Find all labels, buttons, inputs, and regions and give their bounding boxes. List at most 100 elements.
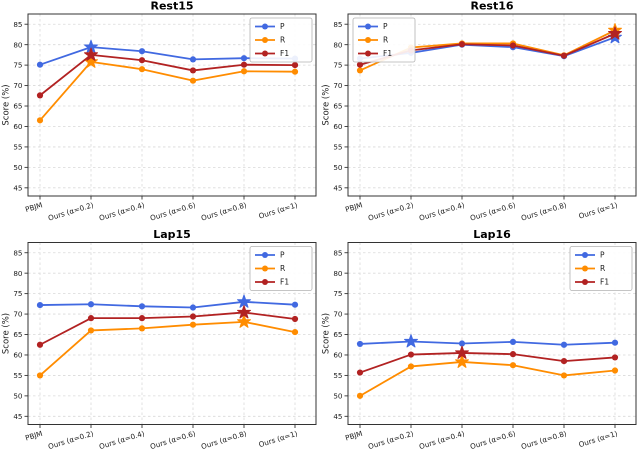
data-point-r xyxy=(356,392,364,399)
series-line-r xyxy=(359,361,616,397)
y-tick-label: 85 xyxy=(333,248,342,257)
chart-title: Rest15 xyxy=(150,0,193,13)
data-point-r xyxy=(240,68,248,75)
data-point-p xyxy=(189,56,197,63)
x-tick-label: Ours (α=0.2) xyxy=(47,200,95,222)
legend-sample-marker-r xyxy=(262,37,268,43)
data-point-r xyxy=(138,325,146,332)
data-point-f1 xyxy=(509,42,517,49)
y-tick-label: 55 xyxy=(333,143,342,152)
series-line-r xyxy=(39,60,296,122)
y-axis-label: Score (%) xyxy=(2,84,12,125)
data-point-p xyxy=(560,341,568,348)
x-tick-label: Ours (α=0.2) xyxy=(367,200,415,222)
data-point-r xyxy=(560,372,568,379)
y-tick-label: 45 xyxy=(13,412,22,421)
data-point-f1 xyxy=(458,41,466,48)
series-line-r xyxy=(39,320,296,377)
legend-sample-marker-p xyxy=(262,252,268,258)
y-tick-label: 80 xyxy=(13,40,23,49)
data-point-f1 xyxy=(356,369,364,376)
best-star-marker-r xyxy=(237,314,251,328)
y-tick-label: 80 xyxy=(13,269,23,278)
legend-label-r: R xyxy=(383,36,388,45)
legend-label-f1: F1 xyxy=(280,49,289,58)
data-point-p xyxy=(189,304,197,311)
y-tick-label: 60 xyxy=(333,351,343,360)
y-tick-label: 85 xyxy=(13,20,22,29)
legend-label-f1: F1 xyxy=(383,49,392,58)
y-tick-label: 55 xyxy=(13,371,22,380)
data-point-f1 xyxy=(189,67,197,74)
legend-label-p: P xyxy=(600,251,605,260)
data-point-f1 xyxy=(560,52,568,59)
x-tick-label: Ours (α=1) xyxy=(258,200,299,220)
x-tick-label: Ours (α=0.8) xyxy=(520,200,568,222)
best-star-marker-r xyxy=(455,354,469,368)
y-tick-label: 85 xyxy=(333,20,342,29)
x-tick-label: Ours (α=0.8) xyxy=(520,429,568,451)
y-tick-label: 65 xyxy=(333,102,342,111)
data-point-r xyxy=(189,321,197,328)
data-point-r xyxy=(87,327,95,334)
y-tick-label: 70 xyxy=(13,81,23,90)
x-tick-label: PBJM xyxy=(24,429,43,443)
y-tick-label: 45 xyxy=(13,183,22,192)
legend-label-p: P xyxy=(280,22,285,31)
x-tick-label: Ours (α=0.6) xyxy=(149,200,197,222)
series-line-f1 xyxy=(39,54,296,97)
data-point-f1 xyxy=(36,341,44,348)
data-point-r xyxy=(189,77,197,84)
x-tick-label: Ours (α=0.4) xyxy=(98,200,146,222)
legend-sample-marker-r xyxy=(582,265,588,272)
data-point-r xyxy=(407,363,415,370)
x-tick-label: Ours (α=0.6) xyxy=(469,200,517,222)
legend-label-f1: F1 xyxy=(280,278,289,287)
chart-title: Lap15 xyxy=(153,228,191,241)
x-tick-label: Ours (α=0.4) xyxy=(418,429,466,451)
data-point-p xyxy=(138,303,146,310)
legend-label-r: R xyxy=(600,264,605,273)
y-tick-label: 80 xyxy=(333,40,343,49)
best-star-marker-f1 xyxy=(237,305,251,319)
y-tick-label: 55 xyxy=(13,143,22,152)
y-tick-label: 50 xyxy=(333,391,343,400)
best-star-marker-f1 xyxy=(455,345,469,359)
legend-sample-marker-r xyxy=(262,265,268,272)
data-point-p xyxy=(36,301,44,309)
data-point-p xyxy=(87,301,95,308)
legend-sample-marker-p xyxy=(262,23,268,30)
data-point-p xyxy=(138,48,146,55)
legend-label-p: P xyxy=(383,22,388,31)
y-tick-label: 50 xyxy=(333,163,343,172)
data-point-f1 xyxy=(611,354,619,361)
data-point-f1 xyxy=(291,62,299,69)
plot-frame xyxy=(347,242,637,425)
data-point-f1 xyxy=(189,313,197,320)
data-point-r xyxy=(138,66,146,73)
data-point-r xyxy=(36,117,44,124)
data-point-r xyxy=(36,372,44,379)
data-point-p xyxy=(356,340,364,348)
legend-label-r: R xyxy=(280,264,285,273)
y-axis-label: Score (%) xyxy=(2,313,12,354)
x-tick-label: Ours (α=1) xyxy=(578,200,619,220)
legend-sample-marker-f1 xyxy=(262,279,268,285)
x-tick-label: Ours (α=0.8) xyxy=(200,200,248,222)
x-tick-label: Ours (α=1) xyxy=(258,429,299,449)
x-tick-label: PBJM xyxy=(344,429,363,443)
x-tick-label: Ours (α=1) xyxy=(578,429,619,449)
x-tick-label: Ours (α=0.6) xyxy=(149,429,197,451)
best-star-marker-f1 xyxy=(84,47,98,61)
data-point-f1 xyxy=(407,351,415,358)
legend-sample-marker-f1 xyxy=(262,50,268,57)
plot-frame xyxy=(27,13,317,197)
legend-sample-marker-p xyxy=(365,23,371,30)
plot-frame xyxy=(27,242,317,425)
y-tick-label: 60 xyxy=(13,122,23,131)
data-point-p xyxy=(509,338,517,345)
data-point-r xyxy=(611,367,619,374)
